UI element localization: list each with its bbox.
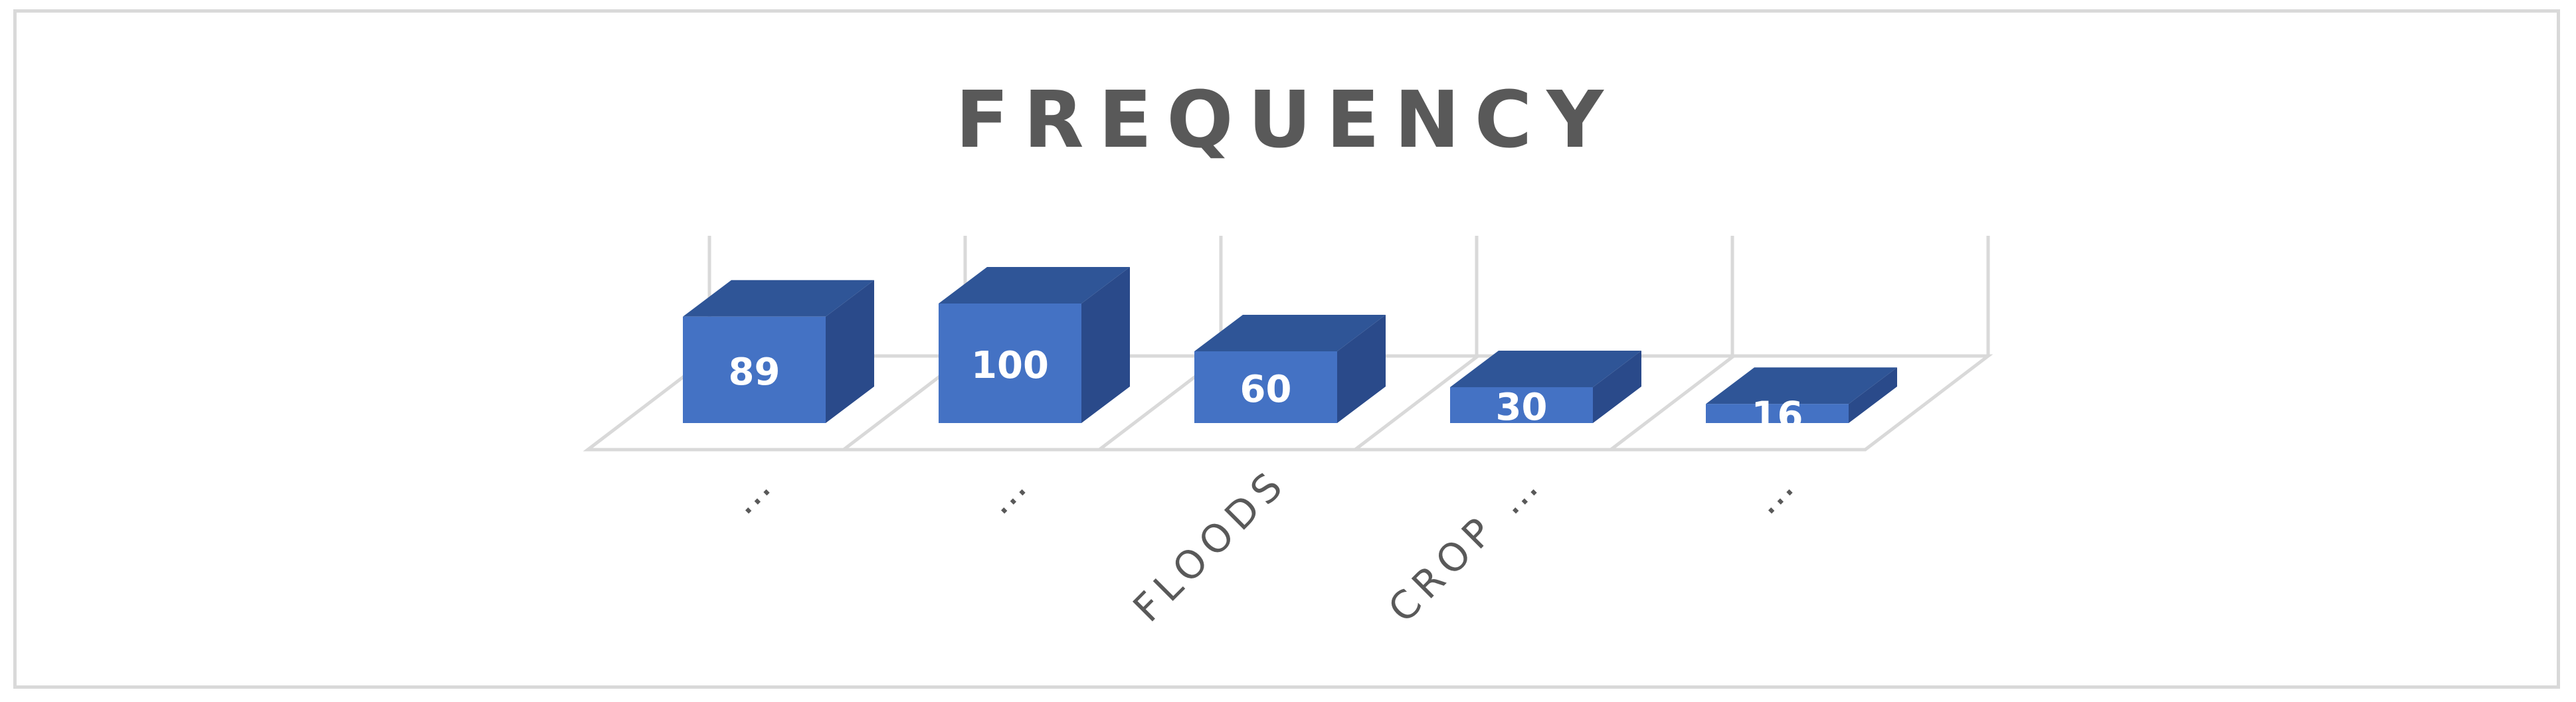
bar xyxy=(683,316,826,423)
bar-top xyxy=(683,280,874,317)
data-label: 89 xyxy=(729,351,781,394)
bar-side xyxy=(1081,267,1130,423)
data-label: 100 xyxy=(971,344,1049,387)
bar xyxy=(939,304,1081,423)
floor-divider xyxy=(1610,355,1735,451)
bar-side xyxy=(826,280,874,423)
x-tick-label: … xyxy=(1743,460,1807,523)
bar xyxy=(1706,404,1849,423)
bar-side xyxy=(1849,367,1897,423)
bar-top xyxy=(1450,351,1641,387)
data-label: 16 xyxy=(1752,395,1803,438)
data-label: 30 xyxy=(1496,386,1548,429)
x-tick-label: … xyxy=(720,460,784,523)
bar-side xyxy=(1337,315,1386,423)
x-tick-label: CROP … xyxy=(1380,460,1552,632)
bar-top xyxy=(1194,315,1386,351)
bar xyxy=(1194,351,1337,423)
bar xyxy=(1450,387,1593,423)
data-label: 60 xyxy=(1240,368,1292,411)
bar-side xyxy=(1593,351,1641,423)
x-tick-label: … xyxy=(976,460,1040,523)
chart-title: FREQUENCY xyxy=(955,74,1618,165)
floor-divider xyxy=(1354,355,1479,451)
bar-top xyxy=(939,267,1130,304)
x-tick-label: FLOODS xyxy=(1125,460,1296,631)
bar-top xyxy=(1706,367,1897,404)
